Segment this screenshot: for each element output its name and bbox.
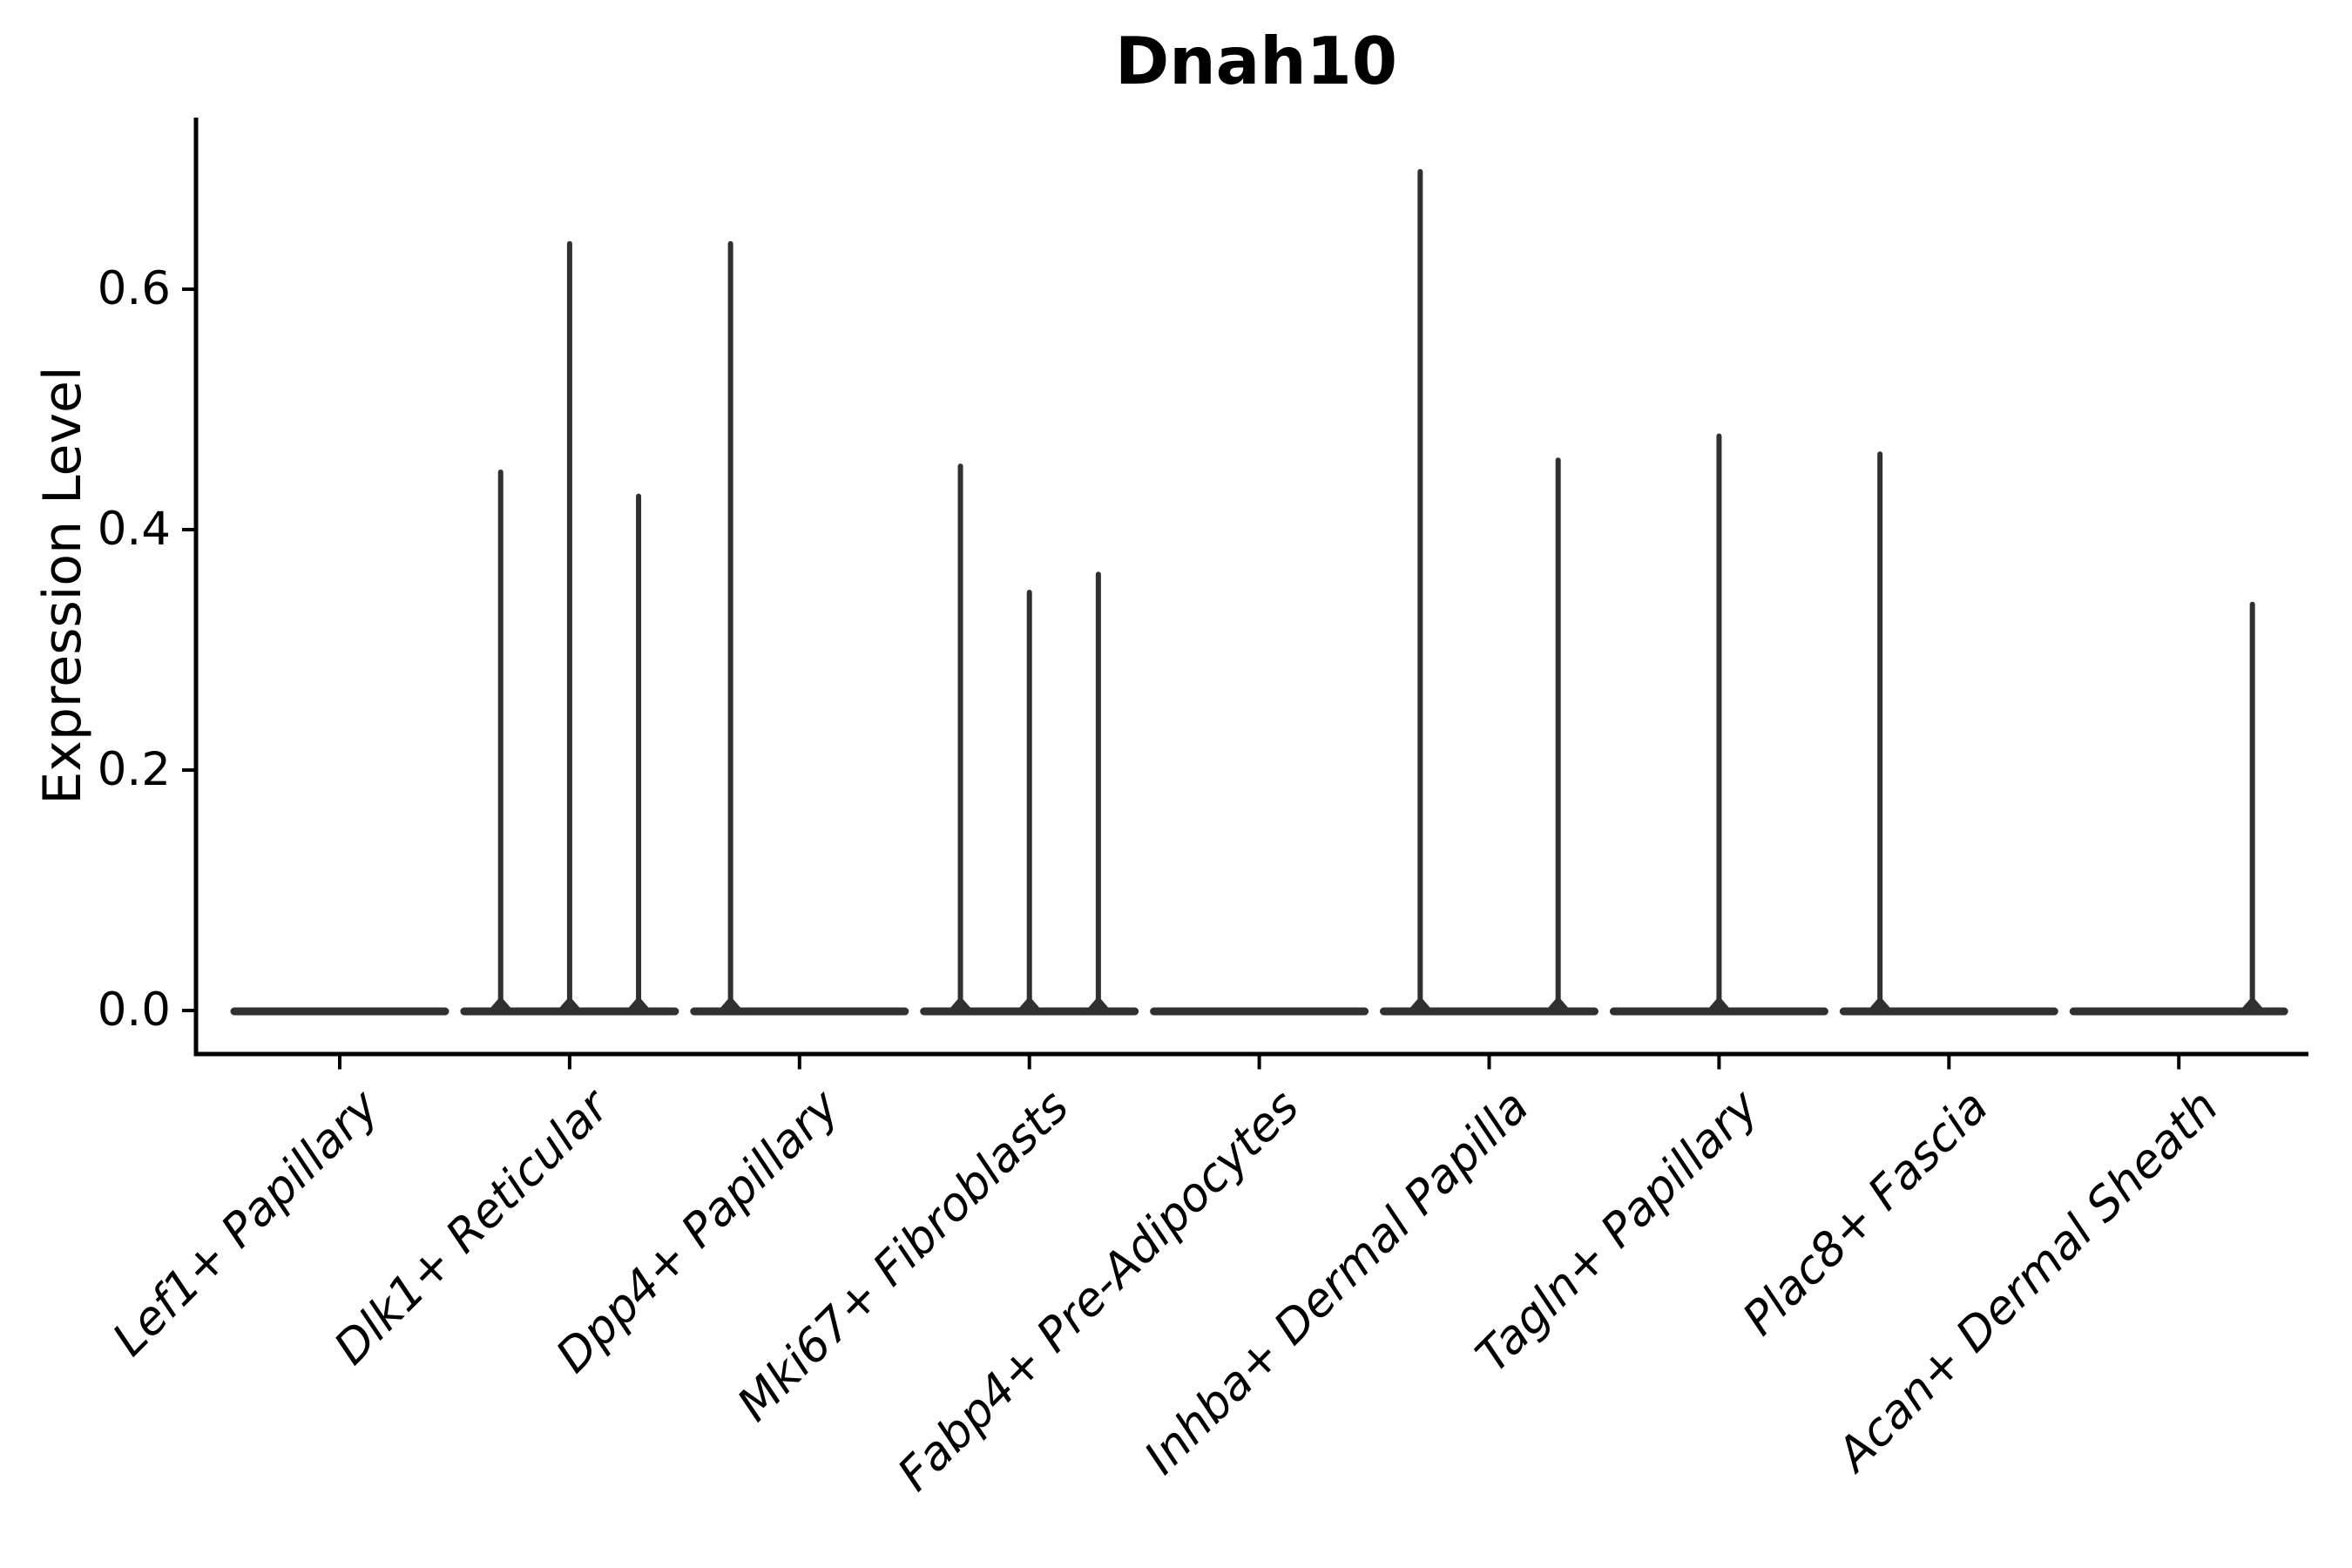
y-tick-label: 0.0 (97, 983, 171, 1037)
y-tick-label: 0.4 (97, 503, 171, 556)
y-tick-label: 0.2 (97, 743, 171, 796)
chart-title: Dnah10 (1114, 23, 1398, 99)
y-tick-label: 0.6 (97, 262, 171, 315)
